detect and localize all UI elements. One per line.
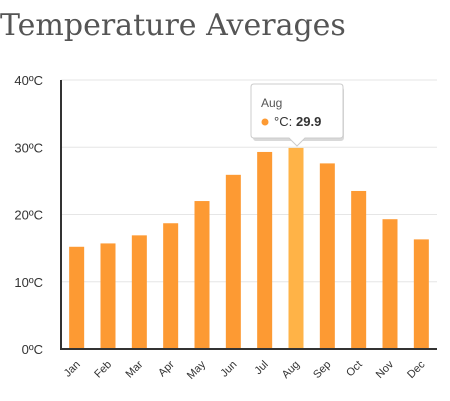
y-tick-label: 10ºC (14, 275, 43, 290)
x-tick-label: Feb (92, 359, 114, 381)
y-tick-label: 30ºC (14, 140, 43, 155)
y-tick-label: 20ºC (14, 208, 43, 223)
y-tick-label: 0ºC (22, 342, 43, 357)
tooltip-series-marker (261, 118, 269, 126)
tooltip-box (250, 83, 344, 147)
y-tick-label: 40ºC (14, 73, 43, 88)
y-axis-tick-labels: 0ºC 10ºC 20ºC 30ºC 40ºC (14, 73, 43, 357)
bar[interactable] (288, 147, 304, 349)
bar[interactable] (100, 243, 116, 349)
bar[interactable] (225, 174, 241, 349)
bar[interactable] (413, 239, 429, 349)
x-tick-label: Dec (405, 358, 428, 381)
x-tick-label: May (185, 358, 209, 382)
x-tick-label: Apr (156, 358, 177, 379)
x-tick-label: Aug (280, 359, 302, 381)
tooltip-month: Aug (261, 96, 282, 110)
bar[interactable] (163, 223, 179, 349)
x-tick-label: Oct (344, 359, 365, 380)
x-tick-label: Jul (252, 359, 270, 377)
tooltip-series-label: °C: (274, 114, 292, 129)
bar[interactable] (194, 201, 210, 349)
x-tick-label: Nov (374, 358, 397, 381)
bar[interactable] (69, 246, 85, 349)
x-tick-label: Sep (311, 359, 333, 381)
bar[interactable] (319, 163, 335, 349)
x-tick-label: Jan (62, 359, 83, 380)
x-tick-label: Jun (218, 359, 239, 380)
tooltip-value: 29.9 (296, 114, 321, 129)
x-axis-tick-labels: Jan Feb Mar Apr May Jun Jul Aug Sep Oct Nov Dec (62, 358, 428, 382)
tooltip: Aug °C: 29.9 (250, 83, 344, 147)
axes (60, 80, 437, 350)
bar[interactable] (351, 190, 367, 349)
bars (69, 147, 429, 349)
chart-title: Temperature Averages (0, 8, 346, 43)
bar[interactable] (257, 151, 273, 349)
gridlines (61, 79, 437, 283)
bar[interactable] (131, 235, 147, 349)
bar[interactable] (382, 219, 398, 349)
x-tick-label: Mar (124, 358, 146, 380)
